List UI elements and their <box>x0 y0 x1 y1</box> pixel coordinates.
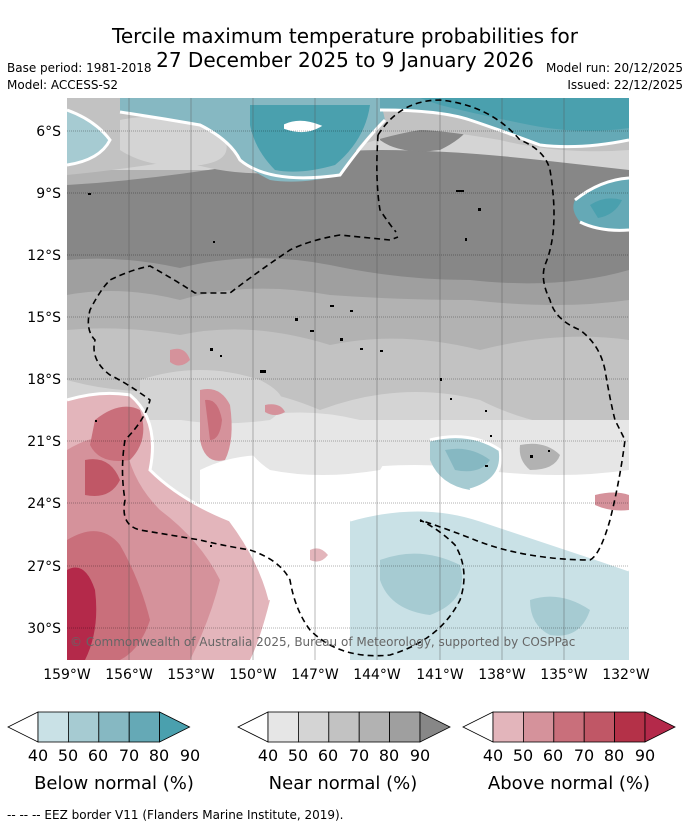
below-tick: 60 <box>88 746 108 765</box>
probability-field <box>67 98 629 660</box>
map-title-line1: Tercile maximum temperature probabilitie… <box>112 24 578 48</box>
lat-tick: 15°S <box>27 310 61 326</box>
model-run: Model run: 20/12/2025 <box>545 61 683 75</box>
base-period: Base period: 1981-2018 <box>7 61 152 75</box>
above-normal-swatch <box>583 711 616 743</box>
below-tick: 90 <box>180 746 200 765</box>
above-normal-swatch <box>523 711 555 743</box>
near-tick: 40 <box>258 746 278 765</box>
near-tick: 90 <box>410 746 430 765</box>
issued-date: Issued: 22/12/2025 <box>567 78 683 92</box>
colorbar-below-normal <box>7 711 191 743</box>
above-tick: 60 <box>543 746 563 765</box>
near-tick: 50 <box>288 746 308 765</box>
below-normal-swatch <box>68 711 100 743</box>
below-tick: 70 <box>119 746 139 765</box>
eez-footnote: -- -- -- EEZ border V11 (Flanders Marine… <box>7 808 344 822</box>
below-normal-swatch <box>98 711 130 743</box>
lon-tick: 141°W <box>416 667 464 683</box>
below-tick: 40 <box>28 746 48 765</box>
near-normal-swatch <box>389 711 421 743</box>
near-normal-extend-low <box>237 711 269 743</box>
lat-tick: 18°S <box>27 372 61 388</box>
map-title-line2: 27 December 2025 to 9 January 2026 <box>156 48 534 72</box>
near-normal-label: Near normal (%) <box>269 773 418 794</box>
near-tick: 80 <box>379 746 399 765</box>
above-tick: 90 <box>635 746 655 765</box>
below-normal-extend-high <box>159 711 191 743</box>
above-tick: 40 <box>483 746 503 765</box>
near-normal-swatch <box>297 711 330 743</box>
near-normal-swatch <box>328 711 360 743</box>
lat-tick: 12°S <box>27 248 61 264</box>
above-normal-swatch <box>553 711 585 743</box>
lon-tick: 150°W <box>229 667 277 683</box>
near-normal-swatch <box>267 711 299 743</box>
lon-tick: 132°W <box>602 667 650 683</box>
lon-tick: 159°W <box>43 667 91 683</box>
above-normal-swatch <box>614 711 646 743</box>
lat-tick: 6°S <box>36 124 61 140</box>
above-normal-label: Above normal (%) <box>488 773 650 794</box>
lat-tick: 30°S <box>27 621 61 637</box>
lat-tick: 21°S <box>27 434 61 450</box>
above-tick: 50 <box>513 746 533 765</box>
model-name: Model: ACCESS-S2 <box>7 78 119 92</box>
map-copyright: © Commonwealth of Australia 2025, Bureau… <box>70 635 575 649</box>
colorbar-above-normal <box>462 711 676 743</box>
above-normal-extend-high <box>644 711 676 743</box>
lat-tick: 27°S <box>27 559 61 575</box>
lon-tick: 138°W <box>478 667 526 683</box>
near-tick: 70 <box>349 746 369 765</box>
lon-tick: 156°W <box>105 667 153 683</box>
below-normal-swatch <box>37 711 69 743</box>
near-normal-extend-high <box>419 711 451 743</box>
lat-tick: 24°S <box>27 496 61 512</box>
lon-tick: 147°W <box>291 667 339 683</box>
above-normal-swatch <box>492 711 524 743</box>
above-tick: 70 <box>574 746 594 765</box>
above-tick: 80 <box>604 746 624 765</box>
below-normal-swatch <box>128 711 160 743</box>
lon-tick: 144°W <box>353 667 401 683</box>
below-normal-extend-low <box>7 711 39 743</box>
below-normal-label: Below normal (%) <box>34 773 194 794</box>
colorbar-near-normal <box>237 711 451 743</box>
below-tick: 50 <box>58 746 78 765</box>
above-normal-extend-low <box>462 711 494 743</box>
lon-tick: 153°W <box>167 667 215 683</box>
lat-tick: 9°S <box>36 186 61 202</box>
near-normal-swatch <box>358 711 391 743</box>
near-tick: 60 <box>318 746 338 765</box>
below-tick: 80 <box>149 746 169 765</box>
lon-tick: 135°W <box>540 667 588 683</box>
